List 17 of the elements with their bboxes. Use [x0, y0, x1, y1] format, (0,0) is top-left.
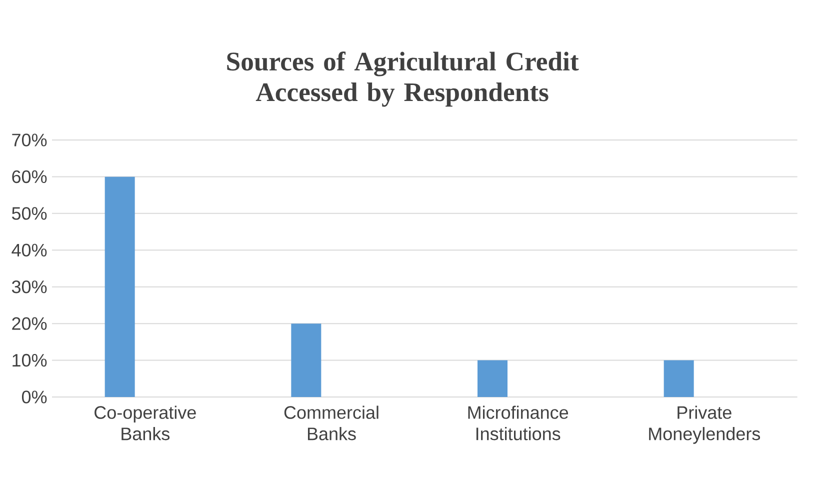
- y-tick-label: 20%: [12, 317, 47, 330]
- y-tick-label: 0%: [22, 390, 47, 404]
- y-tick-label: 50%: [12, 207, 47, 220]
- x-tick-label: Microfinance Institutions: [468, 406, 568, 440]
- y-tick-label: 70%: [12, 134, 47, 146]
- bar: [291, 324, 322, 397]
- y-tick-label: 60%: [12, 170, 47, 184]
- chart-title: Sources of Agricultural Credit Accessed by Respondents: [227, 52, 579, 107]
- y-tick-label: 30%: [12, 280, 47, 294]
- x-tick-label: Private Moneylenders: [649, 406, 760, 444]
- x-tick-label: Commercial Banks: [284, 406, 378, 440]
- y-tick-label: 40%: [12, 244, 47, 257]
- bar: [104, 176, 135, 397]
- bar: [664, 360, 694, 397]
- y-tick-label: 10%: [12, 354, 47, 367]
- x-tick-label: Co-operative Banks: [94, 406, 196, 440]
- bar: [478, 360, 508, 397]
